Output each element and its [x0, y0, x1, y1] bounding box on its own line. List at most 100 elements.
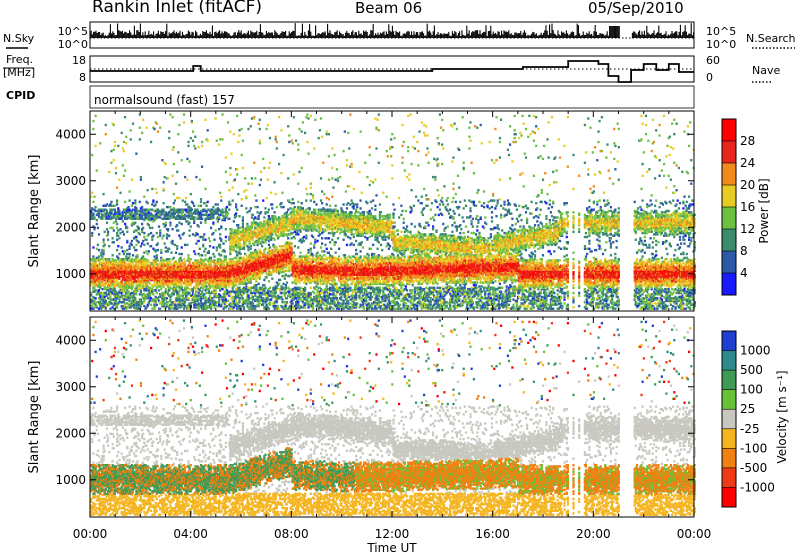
power-cell [112, 283, 114, 285]
power-cell [169, 206, 171, 208]
freq-tick-bottom: 8 [79, 71, 86, 84]
power-cell [115, 300, 117, 302]
power-cell [159, 235, 161, 237]
power-cell [168, 248, 170, 250]
power-cell [157, 130, 159, 132]
power-cell [100, 258, 102, 260]
power-cell [168, 218, 170, 220]
power-cell [138, 241, 140, 243]
power-cell [143, 252, 145, 254]
power-cell [118, 298, 120, 300]
power-cell [136, 258, 138, 260]
power-cell [126, 215, 128, 217]
power-cell [149, 287, 151, 289]
power-cell [95, 297, 97, 299]
power-cell [123, 175, 125, 177]
power-cell [135, 244, 137, 246]
power-cell [121, 132, 123, 134]
power-cell [93, 300, 95, 302]
power-cell [95, 289, 97, 291]
power-cell [91, 302, 93, 304]
power-cell [159, 229, 161, 231]
power-cell [124, 116, 126, 118]
power-cell [129, 199, 131, 201]
power-cell [106, 228, 108, 230]
power-cell [114, 302, 116, 304]
power-cell [93, 287, 95, 289]
power-cell [95, 206, 97, 208]
power-cell [96, 169, 98, 171]
power-cell [122, 220, 124, 222]
power-cell [151, 209, 153, 211]
power-cell [168, 258, 170, 260]
power-cell [156, 292, 158, 294]
power-cell [143, 196, 145, 198]
nave-tick-bottom: 0 [706, 71, 713, 84]
power-cell [164, 242, 166, 244]
power-cell [105, 124, 107, 126]
power-cell [93, 306, 95, 308]
power-cell [140, 179, 142, 181]
power-cell [106, 258, 108, 260]
power-cell [158, 214, 160, 216]
power-cell [110, 205, 112, 207]
power-cell [126, 249, 128, 251]
power-cell [155, 203, 157, 205]
power-cell [165, 246, 167, 248]
power-cell [163, 202, 165, 204]
power-cell [119, 232, 121, 234]
power-cell [156, 304, 158, 306]
power-cell [142, 283, 144, 285]
power-cell [163, 209, 165, 211]
power-cell [117, 229, 119, 231]
power-cell [115, 220, 117, 222]
power-cell [104, 244, 106, 246]
power-cell [135, 236, 137, 238]
power-cell [104, 296, 106, 298]
noise-traces [90, 23, 694, 38]
power-cell [117, 207, 119, 209]
power-cell [172, 301, 174, 303]
power-cell [123, 253, 125, 255]
nsky-label: N.Sky [3, 32, 35, 45]
power-cell [131, 205, 133, 207]
power-cell [155, 249, 157, 251]
power-cell [163, 188, 165, 190]
power-cell [157, 236, 159, 238]
cpid-label: CPID [6, 89, 35, 102]
power-cell [106, 210, 108, 212]
power-cell [136, 254, 138, 256]
power-cell [166, 280, 168, 282]
power-cell [126, 253, 128, 255]
power-cell [173, 257, 175, 259]
power-cell [125, 136, 127, 138]
power-cell [115, 218, 117, 220]
power-cell [109, 227, 111, 229]
power-cell [133, 246, 135, 248]
power-cell [148, 215, 150, 217]
power-cell [98, 212, 100, 214]
power-cell [131, 244, 133, 246]
power-cell [161, 237, 163, 239]
power-cell [164, 295, 166, 297]
power-cell [168, 137, 170, 139]
power-cell [118, 210, 120, 212]
power-cell [96, 223, 98, 225]
power-cell [165, 288, 167, 290]
power-cell [169, 113, 171, 115]
power-cell [95, 145, 97, 147]
power-cell [141, 132, 143, 134]
power-cell [169, 224, 171, 226]
power-cell [115, 167, 117, 169]
power-cell [163, 268, 165, 270]
power-cell [150, 262, 152, 264]
power-cell [126, 293, 128, 295]
power-cell [143, 244, 145, 246]
freq-tick-top: 18 [72, 54, 86, 67]
power-cell [129, 300, 131, 302]
power-cell [115, 259, 117, 261]
power-cell [122, 231, 124, 233]
power-cell [159, 232, 161, 234]
station-title: Rankin Inlet (fitACF) [92, 0, 262, 17]
power-cell [158, 289, 160, 291]
